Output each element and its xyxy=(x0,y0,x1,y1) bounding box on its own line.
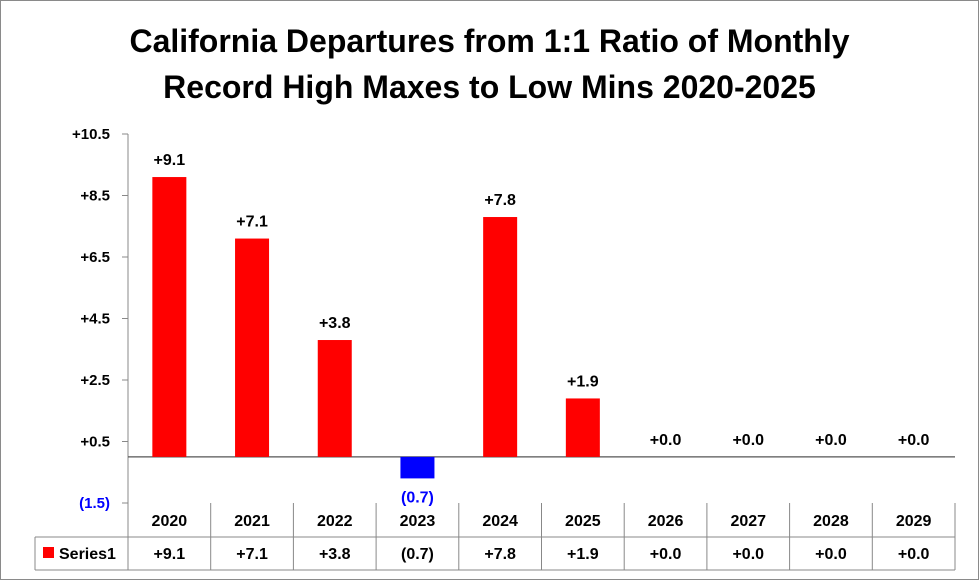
category-label-2027: 2027 xyxy=(730,513,766,530)
data-label-2023: (0.7) xyxy=(401,489,434,506)
data-label-2029: +0.0 xyxy=(898,432,930,449)
category-label-2025: 2025 xyxy=(565,513,601,530)
data-label-2024: +7.8 xyxy=(484,192,516,209)
data-label-2020: +9.1 xyxy=(154,152,186,169)
table-value-2029: +0.0 xyxy=(898,546,930,563)
y-tick-label: +8.5 xyxy=(80,188,110,205)
table-value-2022: +3.8 xyxy=(319,546,351,563)
category-label-2020: 2020 xyxy=(152,513,188,530)
chart-title-line-2: Record High Maxes to Low Mins 2020-2025 xyxy=(163,69,816,105)
data-label-2021: +7.1 xyxy=(236,214,268,231)
data-label-2026: +0.0 xyxy=(650,432,682,449)
bar-2025 xyxy=(565,398,600,457)
table-value-2027: +0.0 xyxy=(732,546,764,563)
chart-title: California Departures from 1:1 Ratio of … xyxy=(0,18,979,110)
table-value-2024: +7.8 xyxy=(484,546,516,563)
bar-2023 xyxy=(400,456,435,479)
chart-title-line-1: California Departures from 1:1 Ratio of … xyxy=(129,23,850,59)
y-tick-label: +10.5 xyxy=(72,126,110,143)
category-label-2028: 2028 xyxy=(813,513,849,530)
table-value-2023: (0.7) xyxy=(401,546,434,563)
bar-2022 xyxy=(317,340,352,457)
bar-2021 xyxy=(235,238,270,457)
legend-series-name: Series1 xyxy=(59,546,116,563)
y-tick-label: +4.5 xyxy=(80,311,110,328)
category-label-2026: 2026 xyxy=(648,513,684,530)
y-tick-label: +6.5 xyxy=(80,249,110,266)
table-value-2020: +9.1 xyxy=(154,546,186,563)
category-label-2022: 2022 xyxy=(317,513,353,530)
data-label-2028: +0.0 xyxy=(815,432,847,449)
category-label-2023: 2023 xyxy=(400,513,436,530)
bar-2020 xyxy=(152,177,187,457)
data-label-2025: +1.9 xyxy=(567,373,599,390)
y-tick-label: +0.5 xyxy=(80,434,110,451)
category-label-2021: 2021 xyxy=(234,513,270,530)
bar-2024 xyxy=(483,217,518,457)
table-value-2026: +0.0 xyxy=(650,546,682,563)
table-value-2021: +7.1 xyxy=(236,546,268,563)
data-label-2027: +0.0 xyxy=(732,432,764,449)
legend-key-series1 xyxy=(43,547,54,558)
category-label-2029: 2029 xyxy=(896,513,932,530)
y-tick-label: +2.5 xyxy=(80,372,110,389)
category-label-2024: 2024 xyxy=(482,513,518,530)
table-value-2028: +0.0 xyxy=(815,546,847,563)
data-label-2022: +3.8 xyxy=(319,315,351,332)
table-value-2025: +1.9 xyxy=(567,546,599,563)
y-tick-label: (1.5) xyxy=(79,495,110,512)
